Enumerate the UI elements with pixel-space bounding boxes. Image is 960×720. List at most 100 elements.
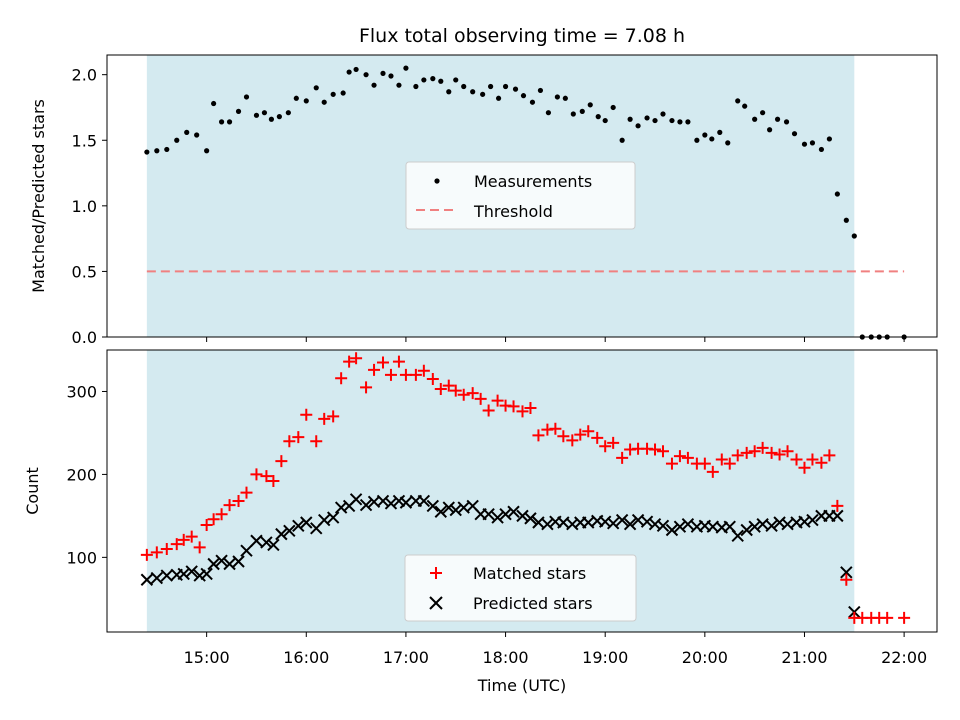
measurement-point — [495, 95, 502, 101]
measurement-point — [562, 95, 568, 101]
bottom-y-tick-label: 100 — [66, 548, 97, 567]
bottom-x-tick-label: 17:00 — [383, 648, 429, 667]
matched-star-point — [260, 470, 273, 483]
measurement-point — [470, 89, 476, 95]
measurement-point — [321, 99, 327, 105]
measurement-point — [537, 87, 544, 94]
measurement-point — [184, 129, 190, 135]
bottom-x-tick-label: 21:00 — [781, 648, 827, 667]
matched-star-point — [275, 455, 288, 468]
measurement-point — [843, 217, 849, 223]
measurement-point — [235, 108, 242, 114]
matched-star-point — [673, 450, 686, 463]
measurement-point — [388, 73, 394, 79]
measurement-point — [421, 77, 427, 83]
legend-matched-label: Matched stars — [473, 564, 586, 583]
measurement-point — [226, 119, 233, 125]
bottom-y-tick-label: 200 — [66, 465, 97, 484]
matched-star-point — [350, 352, 363, 365]
measurement-point — [380, 70, 386, 76]
predicted-star-point — [177, 567, 190, 581]
legend-measurements-label: Measurements — [474, 172, 592, 191]
measurement-point — [438, 78, 444, 84]
matched-star-point — [140, 548, 153, 561]
measurement-point — [144, 149, 150, 155]
measurement-point — [488, 83, 494, 90]
legend-threshold-label: Threshold — [473, 202, 553, 221]
predicted-star-point — [292, 519, 305, 533]
measurement-point — [652, 117, 658, 124]
bottom-x-tick-label: 16:00 — [283, 648, 329, 667]
matched-star-point — [434, 382, 447, 395]
matched-star-point — [392, 355, 405, 368]
measurement-point — [453, 77, 459, 83]
measurement-point — [694, 137, 700, 143]
predicted-star-point — [185, 565, 198, 578]
predicted-star-point — [399, 496, 413, 509]
predicted-star-point — [482, 508, 495, 521]
predicted-star-point — [223, 557, 236, 571]
measurement-point — [253, 112, 260, 118]
matched-star-point — [215, 508, 228, 521]
matched-star-point — [532, 429, 545, 442]
predicted-star-point — [150, 571, 164, 585]
predicted-star-point — [275, 527, 288, 541]
matched-star-point — [449, 384, 462, 397]
measurement-point — [783, 119, 790, 125]
bottom-legend: Matched stars Predicted stars — [404, 554, 637, 622]
matched-star-point — [831, 499, 844, 512]
bottom-y-axis-label: Count — [23, 467, 42, 515]
matched-star-point — [177, 533, 190, 546]
measurement-point — [742, 103, 748, 109]
measurement-point — [502, 83, 509, 90]
matched-star-point — [574, 428, 587, 441]
bottom-y-tick-label: 300 — [66, 382, 97, 401]
bottom-y-ticks: 100 200 300 — [66, 382, 107, 567]
predicted-star-point — [765, 519, 778, 533]
measurement-point — [554, 94, 560, 100]
predicted-star-point — [606, 517, 620, 530]
matched-star-point — [267, 475, 280, 488]
matched-star-point — [377, 356, 390, 369]
measurement-point — [330, 91, 336, 97]
measurement-point — [851, 233, 857, 239]
predicted-star-point — [215, 554, 228, 567]
matched-star-point — [765, 446, 778, 459]
measurement-point — [595, 114, 601, 120]
matched-star-point — [599, 440, 612, 453]
matched-star-point — [232, 494, 245, 507]
predicted-star-point — [507, 505, 520, 518]
matched-star-point — [740, 446, 753, 459]
matched-star-point — [384, 368, 397, 381]
matched-star-point — [840, 573, 853, 586]
measurement-point — [760, 110, 766, 116]
predicted-star-point — [731, 529, 744, 542]
legend-measurements-marker — [434, 178, 440, 184]
matched-star-point — [881, 611, 894, 624]
measurement-point — [164, 146, 170, 153]
measurement-point — [709, 136, 715, 142]
measurement-point — [752, 116, 758, 122]
predicted-star-point — [207, 557, 220, 571]
matched-star-point — [715, 453, 728, 466]
predicted-star-point — [623, 517, 637, 531]
predicted-star-point — [499, 508, 512, 521]
measurement-point — [545, 110, 552, 116]
measurement-point — [579, 108, 585, 114]
top-x-ticks — [206, 337, 905, 342]
matched-star-point — [310, 435, 323, 448]
legend-predicted-marker — [429, 596, 443, 610]
measurement-point — [446, 89, 452, 95]
predicted-star-point — [426, 499, 440, 513]
matched-star-point — [474, 392, 487, 405]
predicted-star-point — [384, 497, 398, 510]
top-panel: 0.0 0.5 1.0 1.5 2.0 Flux total observing tim… — [29, 25, 938, 347]
predicted-star-point — [140, 573, 154, 586]
matched-star-point — [457, 388, 470, 401]
matched-star-point — [368, 363, 381, 376]
chart-title: Flux total observing time = 7.08 h — [359, 25, 685, 47]
measurement-point — [702, 132, 708, 138]
measurement-point — [529, 99, 536, 105]
top-legend: Measurements Threshold — [405, 161, 636, 230]
